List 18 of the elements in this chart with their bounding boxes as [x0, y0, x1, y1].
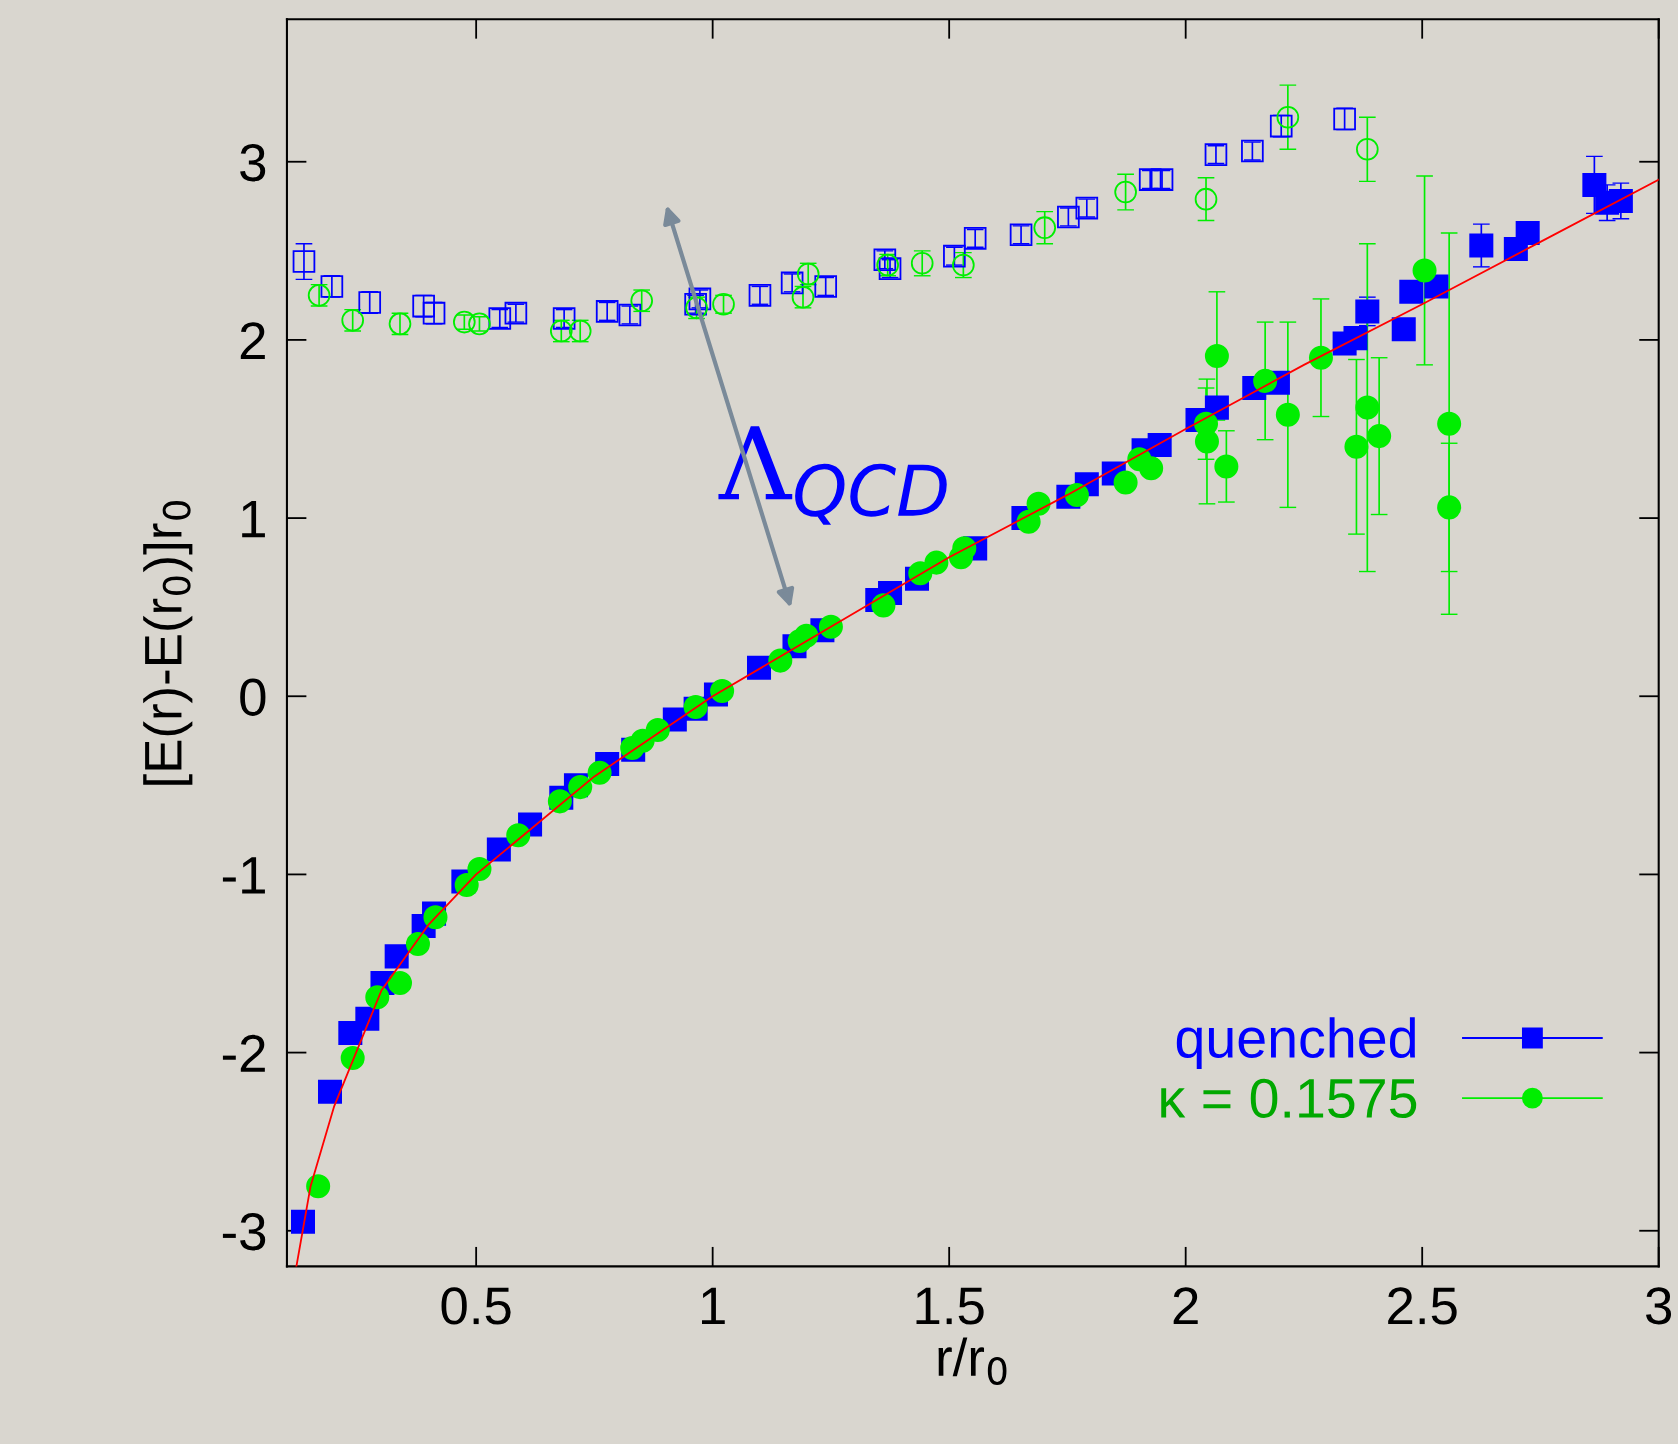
- x-tick-label: 3: [1646, 1287, 1672, 1325]
- y-tick-label: -1: [222, 857, 265, 894]
- x-tick-label: 2.5: [1388, 1287, 1457, 1325]
- x-tick-label: 2: [1173, 1287, 1198, 1325]
- y-tick-label: 1: [242, 500, 265, 538]
- y-tick-label: 0: [240, 678, 266, 716]
- x-tick-label: 1.5: [916, 1287, 984, 1325]
- legend-label: quenched: [1176, 1017, 1415, 1069]
- x-axis-title: r/r$_{0}$: [938, 1337, 1007, 1385]
- y-tick-label: -3: [222, 1213, 266, 1251]
- x-tick-label: 0.5: [441, 1287, 511, 1325]
- y-axis-title: [E(r)-E(r$_{0}$)]r$_{0}$: [143, 501, 193, 785]
- legend-label: κ = 0.1575: [1161, 1078, 1417, 1119]
- x-tick-label: 1: [702, 1287, 725, 1325]
- y-tick-label: 2: [240, 322, 265, 360]
- y-tick-label: 3: [240, 144, 266, 182]
- y-tick-label: -2: [222, 1034, 265, 1072]
- annotation: Λ$_{QCD}$: [718, 426, 947, 525]
